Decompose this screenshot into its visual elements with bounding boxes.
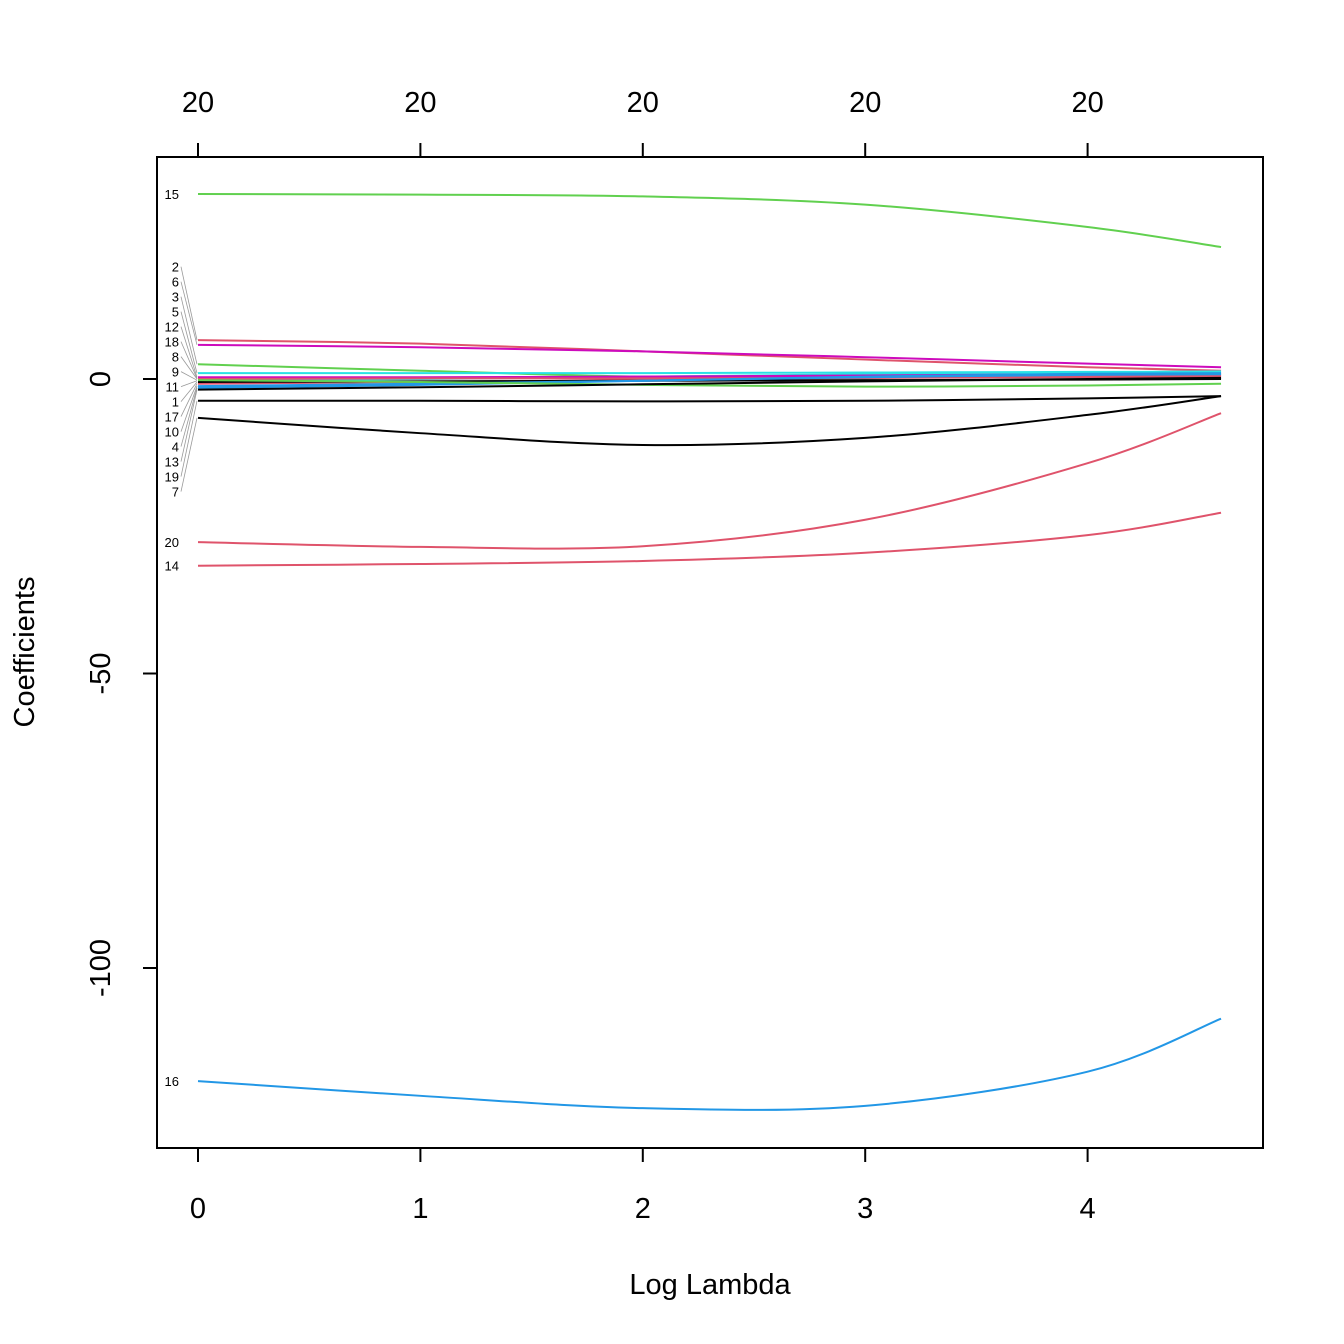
label-leader-line (180, 326, 198, 378)
series-label-19: 19 (165, 470, 179, 485)
series-lines (197, 193, 1222, 1111)
label-leader-line (180, 371, 198, 381)
label-leader-line (180, 400, 198, 477)
series-line-16 (197, 1017, 1222, 1111)
x-axis: 0 1 2 3 4 (190, 1148, 1096, 1225)
label-leader-line (180, 417, 198, 492)
series-label-12: 12 (165, 320, 179, 335)
series-label-18: 18 (165, 335, 179, 350)
series-label-20: 20 (165, 535, 179, 550)
series-label-15: 15 (165, 187, 179, 202)
series-line-13 (197, 376, 1222, 391)
series-label-16: 16 (165, 1074, 179, 1089)
label-leader-line (180, 383, 198, 417)
label-leader-line (180, 341, 198, 379)
x-tick-label: 0 (190, 1193, 206, 1225)
series-line-4 (197, 372, 1222, 389)
series-label-10: 10 (165, 425, 179, 440)
series-label-7: 7 (172, 485, 179, 500)
series-label-13: 13 (165, 455, 179, 470)
series-line-6 (197, 343, 1222, 369)
y-axis: 0 -50 -100 (85, 371, 157, 997)
series-line-7 (197, 395, 1222, 447)
plot-frame (156, 156, 1264, 1149)
series-line-2 (197, 339, 1222, 372)
series-label-4: 4 (172, 440, 179, 455)
x-tick-label: 3 (857, 1193, 873, 1225)
label-leader-line (180, 381, 198, 402)
x-tick-label: 4 (1080, 1193, 1096, 1225)
series-label-1: 1 (172, 395, 179, 410)
series-line-20 (197, 412, 1222, 550)
x-tick-label: 1 (412, 1193, 428, 1225)
label-leader-line (180, 380, 198, 387)
series-label-17: 17 (165, 410, 179, 425)
series-label-14: 14 (165, 559, 179, 574)
top-tick-label: 20 (627, 87, 659, 119)
top-tick-label: 20 (1071, 87, 1103, 119)
top-tick-label: 20 (182, 87, 214, 119)
x-tick-label: 2 (635, 1193, 651, 1225)
label-leader-line (180, 311, 198, 374)
label-leader-line (180, 281, 198, 345)
y-tick-label: 0 (85, 371, 117, 387)
series-label-5: 5 (172, 305, 179, 320)
top-tick-label: 20 (849, 87, 881, 119)
series-line-15 (197, 193, 1222, 249)
label-leader-line (180, 296, 198, 365)
y-axis-title: Coefficients (9, 577, 41, 728)
series-label-9: 9 (172, 365, 179, 380)
label-leader-line (180, 385, 198, 432)
series-label-8: 8 (172, 350, 179, 365)
label-leader-line (180, 266, 198, 341)
top-axis: 20 20 20 20 20 (182, 87, 1104, 157)
series-label-2: 2 (172, 260, 179, 275)
label-leader-line (180, 387, 198, 447)
series-label-3: 3 (172, 290, 179, 305)
series-label-11: 11 (166, 380, 180, 395)
y-tick-label: -50 (85, 653, 117, 695)
top-tick-label: 20 (404, 87, 436, 119)
series-line-9 (197, 379, 1222, 388)
series-line-19 (197, 395, 1222, 403)
x-axis-title: Log Lambda (629, 1269, 791, 1301)
y-tick-label: -100 (85, 939, 117, 997)
label-leader-line (180, 356, 198, 380)
series-label-6: 6 (172, 275, 179, 290)
label-leader-line (180, 389, 198, 462)
series-line-14 (197, 511, 1222, 567)
